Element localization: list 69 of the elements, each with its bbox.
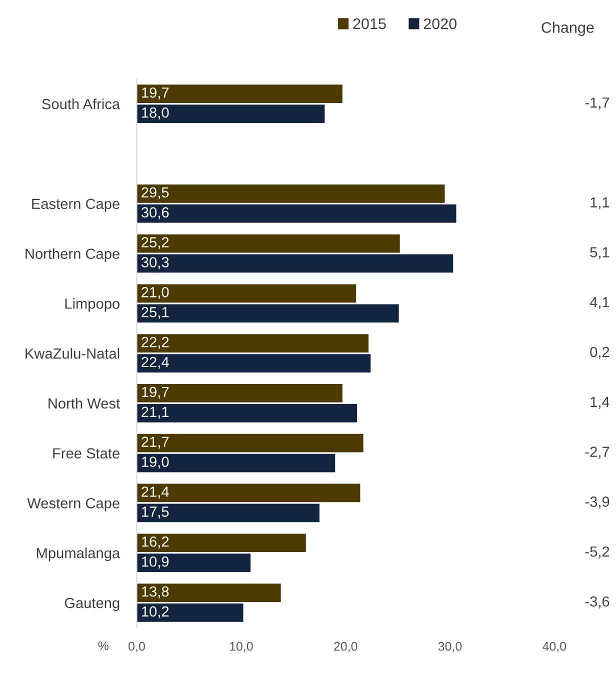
data-label: 21,0 (142, 287, 169, 300)
bar (136, 254, 454, 273)
y-tick-label: Limpopo (65, 298, 120, 312)
bar (136, 384, 342, 402)
text: 0,2 (590, 346, 610, 359)
data-label: 21,7 (142, 436, 169, 449)
y-tick-label: Gauteng (64, 598, 120, 612)
text: 5,1 (590, 247, 610, 260)
bar (136, 354, 371, 372)
bar (136, 104, 325, 123)
legend-label: 2015 (353, 18, 386, 30)
bar (136, 484, 360, 502)
data-label: 19,0 (142, 456, 169, 469)
data-label: 22,4 (142, 356, 169, 369)
text: -3,9 (585, 496, 610, 509)
y-tick-label: Northern Cape (26, 248, 120, 262)
text: 4,1 (590, 297, 610, 310)
data-label: 25,1 (142, 306, 169, 320)
bar (136, 334, 369, 352)
y-tick-label: KwaZulu-Natal (26, 348, 120, 359)
bar (136, 304, 399, 323)
x-tick-label: 20,0 (334, 642, 358, 652)
y-tick-label: South Africa (42, 98, 120, 110)
data-label: 30,6 (141, 207, 169, 220)
bar (136, 584, 281, 602)
text: -3,6 (585, 596, 610, 608)
x-tick-label: 10,0 (230, 642, 253, 652)
data-label: 30,3 (141, 257, 169, 270)
data-label: 19,7 (142, 87, 169, 100)
data-label: 29,5 (142, 187, 169, 200)
y-tick-label: Western Cape (27, 498, 120, 512)
data-label: 21,4 (142, 486, 169, 499)
data-label: 22,2 (142, 336, 169, 349)
bar (136, 534, 306, 552)
x-tick-label: 0,0 (128, 642, 145, 652)
bar (136, 434, 364, 452)
bar (136, 84, 342, 104)
bar (136, 184, 445, 203)
x-tick-label: 30,0 (438, 642, 462, 652)
text: -2,7 (585, 446, 610, 459)
text: -5,2 (585, 546, 610, 558)
legend-label: 2020 (424, 18, 457, 30)
text: -1,7 (585, 98, 610, 110)
bar (136, 504, 320, 522)
data-label: 16,2 (142, 536, 169, 549)
y-tick-label: North West (48, 398, 120, 409)
data-label: 18,0 (142, 107, 169, 120)
data-label: 21,1 (142, 406, 169, 419)
bar (136, 404, 358, 422)
data-label: 25,2 (142, 237, 169, 250)
bar (136, 204, 456, 223)
y-tick-label: Eastern Cape (32, 198, 120, 212)
y-tick-label: Free State (53, 448, 120, 458)
bar (136, 234, 400, 253)
x-tick-label: 40,0 (542, 642, 566, 652)
bar (136, 284, 356, 303)
text: 1,4 (590, 396, 610, 409)
bar (136, 554, 251, 572)
data-label: 13,8 (142, 586, 169, 598)
data-label: 10,2 (142, 606, 169, 618)
bar (136, 454, 336, 472)
text: Change (542, 22, 594, 36)
bar (136, 604, 244, 622)
data-label: 19,7 (142, 386, 169, 399)
x-axis-title: % (98, 641, 108, 650)
text: 1,1 (590, 197, 610, 210)
data-label: 10,9 (142, 556, 169, 568)
y-tick-label: Mpumalanga (36, 548, 120, 562)
data-label: 17,5 (142, 506, 169, 519)
